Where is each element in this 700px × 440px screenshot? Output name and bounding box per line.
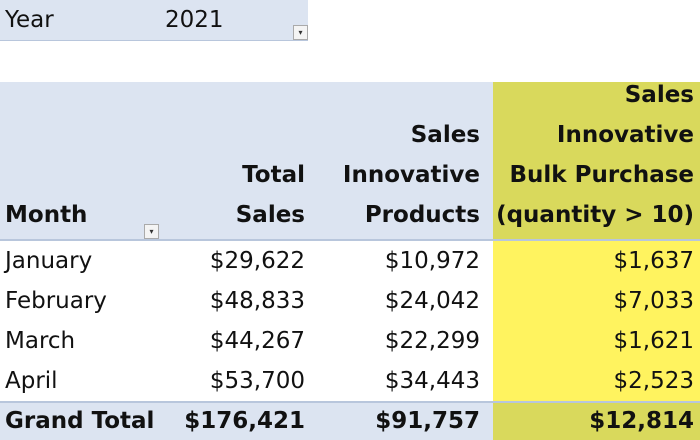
grand-total-label[interactable]: Grand Total [5,408,155,434]
cell-products[interactable]: $24,042 [384,288,480,314]
header-month: Month ▾ [0,82,165,239]
table-row: April $53,700 $34,443 $2,523 [0,361,700,401]
header-total-sales-label: Total Sales [235,162,305,228]
cell-month[interactable]: January [5,248,93,274]
grand-total-bulk[interactable]: $12,814 [493,403,700,440]
header-month-label: Month [5,202,88,228]
grand-total-products[interactable]: $91,757 [375,408,480,434]
year-filter[interactable]: Year 2021 ▾ [0,0,308,41]
cell-products[interactable]: $34,443 [384,368,480,394]
header-bulk-purchase-label: Sales Innovative Bulk Purchase (quantity… [496,75,694,235]
header-line: Sales [410,122,480,148]
filter-dropdown-icon[interactable]: ▾ [293,25,308,40]
filter-label: Year [5,7,54,33]
header-line: Bulk Purchase [509,162,694,188]
cell-total[interactable]: $48,833 [209,288,305,314]
cell-total[interactable]: $53,700 [209,368,305,394]
cell-month[interactable]: February [5,288,107,314]
cell-bulk[interactable]: $2,523 [493,361,700,401]
cell-total[interactable]: $29,622 [209,248,305,274]
table-row: January $29,622 $10,972 $1,637 [0,241,700,281]
table-row: March $44,267 $22,299 $1,621 [0,321,700,361]
header-line: Products [364,202,480,228]
cell-products[interactable]: $10,972 [384,248,480,274]
cell-bulk[interactable]: $1,637 [493,241,700,281]
cell-bulk[interactable]: $1,621 [493,321,700,361]
cell-products[interactable]: $22,299 [384,328,480,354]
cell-month[interactable]: April [5,368,58,394]
header-line: Sales [624,82,694,108]
cell-month[interactable]: March [5,328,76,354]
grand-total-sales[interactable]: $176,421 [184,408,305,434]
filter-value: 2021 [165,7,224,33]
header-line: Innovative [556,122,694,148]
grand-total-row: Grand Total $176,421 $91,757 $12,814 [0,401,700,440]
row-labels-dropdown-icon[interactable]: ▾ [144,224,159,239]
header-total-sales: Total Sales [165,82,305,239]
pivot-table: Month ▾ Total Sales Sales Innovative Pro… [0,82,700,440]
cell-bulk[interactable]: $7,033 [493,281,700,321]
header-line: Innovative [342,162,480,188]
header-innovative-products: Sales Innovative Products [305,82,480,239]
cell-total[interactable]: $44,267 [209,328,305,354]
table-row: February $48,833 $24,042 $7,033 [0,281,700,321]
header-line: (quantity > 10) [496,202,694,228]
header-bulk-purchase: Sales Innovative Bulk Purchase (quantity… [493,82,700,239]
header-row: Month ▾ Total Sales Sales Innovative Pro… [0,82,700,241]
header-innovative-products-label: Sales Innovative Products [343,115,480,235]
